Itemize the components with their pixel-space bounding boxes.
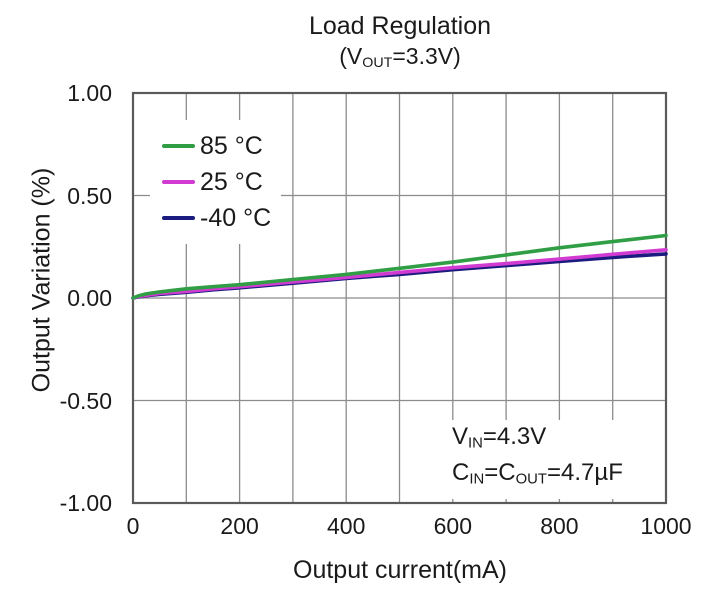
- chart-title: Load Regulation: [308, 12, 492, 40]
- legend-item-n40c: -40 °C: [162, 200, 271, 236]
- legend: 85 °C 25 °C -40 °C: [150, 120, 282, 244]
- annotation-line-vin: VIN=4.3V: [452, 423, 547, 452]
- legend-item-25c: 25 °C: [162, 164, 271, 200]
- legend-label-n40c: -40 °C: [200, 203, 272, 232]
- y-axis-label: Output Variation (%): [27, 167, 56, 393]
- legend-item-85c: 85 °C: [162, 128, 271, 164]
- title-block: Load Regulation (VOUT=3.3V): [200, 12, 600, 71]
- legend-swatch-n40c: [162, 216, 195, 220]
- legend-label-85c: 85 °C: [200, 131, 263, 160]
- annotation-line-cin-cout: CIN=COUT=4.7µF: [452, 459, 623, 488]
- x-axis-label: Output current(mA): [293, 556, 507, 584]
- series-line-85c: [131, 233, 668, 300]
- legend-swatch-25c: [162, 180, 195, 184]
- annotation-box: VIN=4.3V CIN=COUT=4.7µF: [446, 420, 631, 499]
- chart-subtitle: (VOUT=3.3V): [339, 42, 461, 71]
- legend-swatch-85c: [162, 144, 195, 148]
- legend-label-25c: 25 °C: [200, 167, 263, 196]
